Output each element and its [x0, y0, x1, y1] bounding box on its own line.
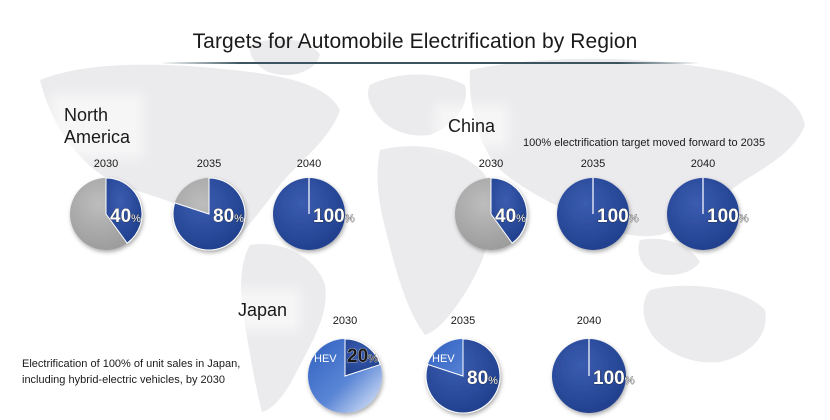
value-label-north-america-2030: 40%	[110, 206, 141, 227]
value-label-china-2030: 40%	[495, 206, 526, 227]
japan-note: Electrification of 100% of unit sales in…	[22, 358, 241, 386]
pie-slice-electrified	[105, 177, 143, 244]
china-note: 100% electrification target moved forwar…	[523, 137, 766, 149]
year-label-china-2030: 2030	[479, 158, 503, 170]
map-southeast-asia	[638, 238, 700, 275]
hev-label-japan-2035: HEV	[432, 353, 455, 365]
pie-north-america-2035	[172, 177, 246, 251]
map-australia	[643, 285, 766, 363]
year-label-north-america-2040: 2040	[297, 158, 321, 170]
value-label-china-2035: 100%	[597, 206, 639, 227]
year-label-japan-2040: 2040	[577, 315, 601, 327]
hev-label-japan-2030: HEV	[314, 353, 337, 365]
pie-slice-electrified	[172, 177, 246, 251]
page-title: Targets for Automobile Electrification b…	[192, 30, 638, 53]
pie-japan-2030	[308, 338, 382, 413]
pie-slice-electrified	[425, 338, 501, 414]
pie-japan-2040	[552, 339, 626, 413]
pie-china-2040	[667, 178, 739, 250]
pie-slice-electrified	[490, 177, 528, 244]
title-divider	[160, 62, 700, 64]
year-label-north-america-2035: 2035	[197, 158, 221, 170]
value-label-north-america-2040: 100%	[313, 206, 355, 227]
region-label-china: China	[442, 112, 502, 140]
value-label-china-2040: 100%	[707, 206, 749, 227]
value-label-north-america-2035: 80%	[213, 206, 244, 227]
region-label-north-america: North America	[58, 101, 137, 151]
value-label-japan-2035: 80%	[467, 368, 498, 389]
year-label-north-america-2030: 2030	[94, 158, 118, 170]
pie-japan-2035	[425, 338, 501, 414]
pie-china-2035	[557, 178, 629, 250]
pie-china-2030	[455, 177, 528, 250]
year-label-japan-2035: 2035	[451, 315, 475, 327]
pie-north-america-2030	[70, 177, 143, 250]
map-greenland	[249, 39, 320, 76]
region-label-japan: Japan	[232, 296, 294, 324]
value-label-japan-2040: 100%	[593, 368, 635, 389]
map-europe	[367, 74, 466, 136]
pie-north-america-2040	[273, 178, 345, 250]
year-label-china-2035: 2035	[581, 158, 605, 170]
map-south-america	[241, 244, 326, 412]
pie-slice-electrified	[344, 338, 381, 377]
value-label-japan-2030: 20%	[347, 346, 378, 367]
year-label-japan-2030: 2030	[333, 315, 357, 327]
year-label-china-2040: 2040	[691, 158, 715, 170]
